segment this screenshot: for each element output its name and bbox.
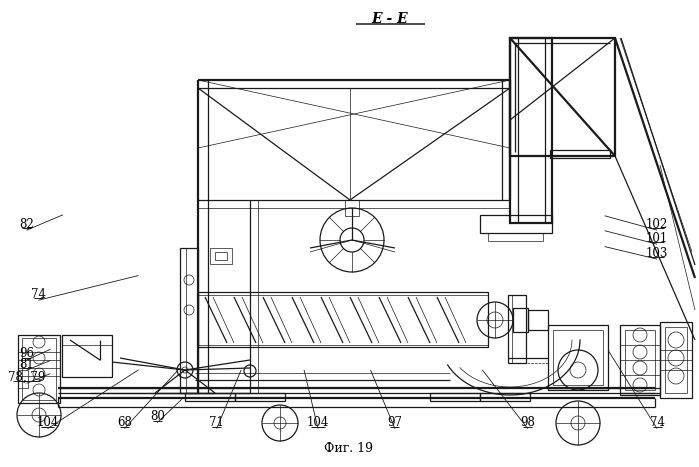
- Text: 97: 97: [387, 416, 403, 429]
- Bar: [62, 335, 112, 377]
- Text: 104: 104: [307, 416, 329, 429]
- Text: 103: 103: [646, 247, 668, 260]
- Text: 104: 104: [36, 416, 59, 429]
- Text: E - E: E - E: [372, 12, 408, 26]
- Text: 80: 80: [150, 410, 165, 423]
- Bar: [198, 292, 488, 347]
- Text: 81: 81: [19, 358, 34, 371]
- Bar: [185, 393, 235, 401]
- Text: 78, 79: 78, 79: [8, 371, 45, 384]
- Bar: [480, 215, 552, 233]
- Bar: [488, 233, 543, 241]
- Text: 98: 98: [520, 416, 535, 429]
- Bar: [235, 393, 285, 401]
- Bar: [18, 370, 28, 388]
- Text: 74: 74: [31, 288, 46, 301]
- Text: 74: 74: [649, 416, 665, 429]
- Bar: [528, 310, 548, 330]
- Bar: [510, 38, 615, 156]
- Text: 96: 96: [19, 347, 34, 361]
- Bar: [620, 325, 660, 395]
- Bar: [625, 330, 655, 390]
- Bar: [22, 338, 56, 400]
- Text: 82: 82: [19, 218, 34, 231]
- Bar: [345, 200, 359, 216]
- Text: Фиг. 19: Фиг. 19: [324, 442, 373, 455]
- Bar: [215, 252, 227, 260]
- Bar: [480, 393, 530, 401]
- Bar: [513, 308, 528, 332]
- Text: 102: 102: [646, 218, 668, 231]
- Bar: [430, 393, 480, 401]
- Bar: [548, 325, 608, 390]
- Bar: [550, 150, 610, 158]
- Bar: [180, 248, 198, 393]
- Text: 68: 68: [117, 416, 132, 429]
- Bar: [510, 38, 552, 223]
- Text: 71: 71: [209, 416, 224, 429]
- Bar: [508, 295, 526, 363]
- Text: 101: 101: [646, 232, 668, 245]
- Bar: [665, 327, 687, 393]
- Bar: [553, 330, 603, 385]
- Bar: [210, 248, 232, 264]
- Bar: [660, 322, 692, 398]
- Bar: [18, 335, 60, 403]
